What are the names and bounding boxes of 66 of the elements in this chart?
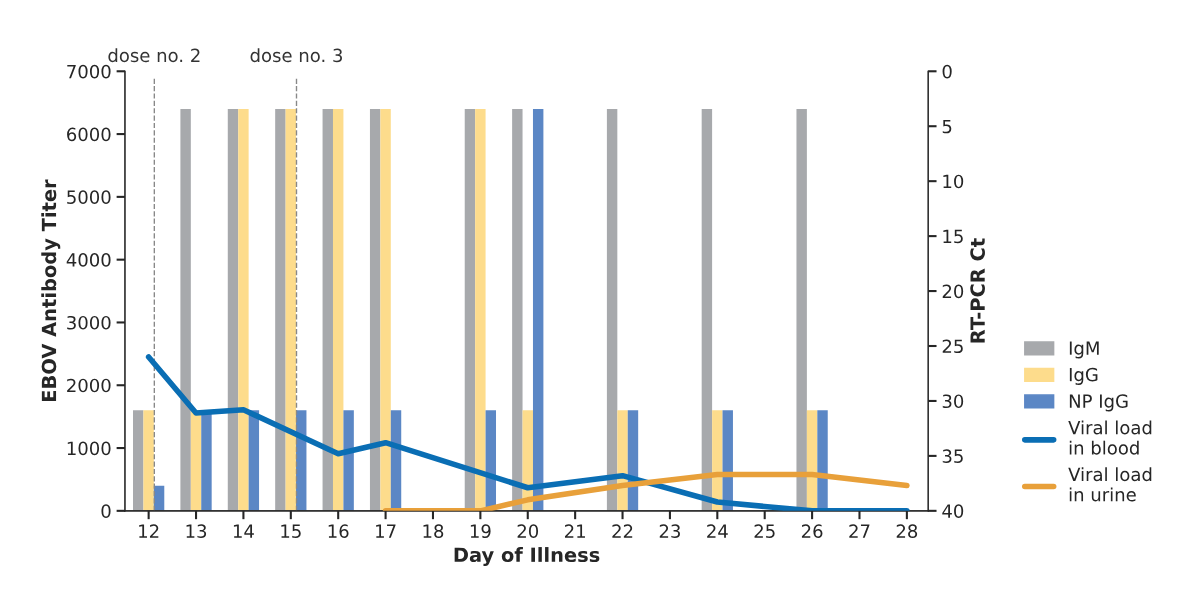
bar xyxy=(343,410,354,511)
y2-tick-label: 40 xyxy=(942,504,964,518)
legend-label: Viral load in blood xyxy=(1068,420,1152,455)
bar xyxy=(285,108,297,511)
x-tick-label: 20 xyxy=(517,524,539,539)
x-axis-title: Day of Illness xyxy=(454,547,600,567)
y-tick-label: 0 xyxy=(101,504,111,518)
bar xyxy=(248,410,260,511)
x-tick-label: 22 xyxy=(612,524,633,538)
x-tick-label: 17 xyxy=(376,524,396,538)
y-tick-label: 5000 xyxy=(67,190,111,204)
y2-tick-label: 10 xyxy=(943,174,964,189)
legend-label: Viral load in urine xyxy=(1068,467,1152,502)
y2-tick-label: 0 xyxy=(942,64,952,79)
bar xyxy=(475,108,486,511)
x-tick-label: 23 xyxy=(659,524,680,539)
x-tick-label: 28 xyxy=(896,524,918,539)
y2-tick-label: 15 xyxy=(943,229,963,244)
x-tick-label: 21 xyxy=(564,524,585,538)
y-tick-label: 2000 xyxy=(67,378,111,393)
y2-tick-label: 25 xyxy=(942,339,963,354)
x-tick-label: 24 xyxy=(707,524,728,538)
y2-axis-title: RT-PCR Ct xyxy=(970,238,985,343)
bar xyxy=(701,108,713,511)
x-tick-label: 18 xyxy=(423,524,444,539)
bar xyxy=(180,108,191,511)
y-tick-label: 6000 xyxy=(67,127,111,142)
legend-label: IgG xyxy=(1069,367,1098,385)
y2-tick-label: 30 xyxy=(942,394,964,409)
y-tick-label: 7000 xyxy=(67,64,111,79)
bar xyxy=(464,108,476,511)
legend-label: NP IgG xyxy=(1069,394,1128,412)
x-tick-label: 12 xyxy=(139,524,159,538)
bar xyxy=(332,108,344,511)
y-tick-label: 3000 xyxy=(67,315,111,330)
y-tick-label: 1000 xyxy=(67,441,111,456)
x-tick-label: 16 xyxy=(328,524,349,539)
bar xyxy=(606,108,618,511)
bar xyxy=(817,410,828,511)
y-axis-title: EBOV Antibody Titer xyxy=(41,179,61,401)
bar xyxy=(380,108,391,511)
x-tick-label: 13 xyxy=(186,524,207,539)
bar xyxy=(369,108,381,511)
x-tick-label: 19 xyxy=(470,524,491,539)
x-tick-label: 27 xyxy=(849,524,870,538)
ref-line-label: dose no. 3 xyxy=(250,48,342,63)
bar xyxy=(238,108,249,511)
y2-tick-label: 35 xyxy=(942,449,963,464)
bar xyxy=(190,410,202,511)
bar xyxy=(322,108,333,511)
bar xyxy=(512,108,523,511)
y-tick-label: 4000 xyxy=(66,253,111,267)
bar xyxy=(227,108,239,511)
bar xyxy=(275,108,286,511)
x-tick-label: 26 xyxy=(801,524,823,539)
legend-label: IgM xyxy=(1069,341,1099,359)
bar xyxy=(133,410,144,511)
y2-tick-label: 20 xyxy=(942,284,964,299)
bar xyxy=(532,108,544,511)
y2-tick-label: 5 xyxy=(942,119,952,134)
x-tick-label: 14 xyxy=(233,524,254,538)
x-tick-label: 15 xyxy=(281,524,301,539)
x-tick-label: 25 xyxy=(754,524,775,539)
ref-line-label: dose no. 2 xyxy=(108,48,200,63)
bar xyxy=(796,108,807,511)
bar xyxy=(143,410,154,511)
